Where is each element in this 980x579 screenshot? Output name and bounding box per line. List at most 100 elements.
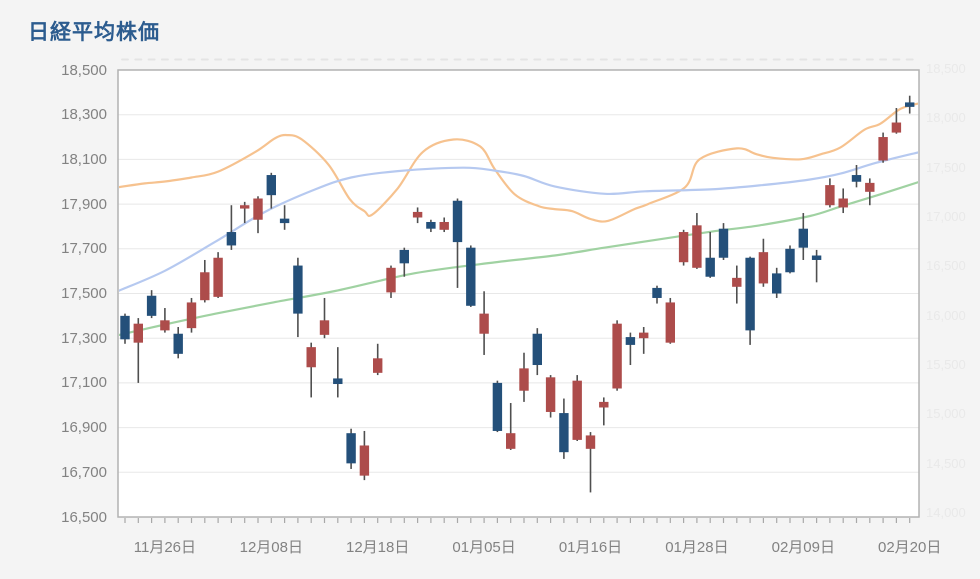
candle-down xyxy=(452,200,463,243)
plot-border xyxy=(117,69,920,518)
candle-down xyxy=(226,232,237,246)
moving-average-lines xyxy=(119,102,918,337)
y-axis-label: 17,700 xyxy=(61,240,107,258)
candle-down xyxy=(293,265,303,314)
y-axis-label: 16,500 xyxy=(61,508,107,526)
candle-down xyxy=(266,175,276,196)
candle-down xyxy=(120,315,130,340)
candle-up xyxy=(479,313,489,334)
y-axis-label: 17,100 xyxy=(61,374,107,392)
candle-up xyxy=(825,185,835,206)
x-axis-label: 12月18日 xyxy=(346,539,410,556)
candle-up xyxy=(253,198,263,220)
candle-up xyxy=(545,377,556,412)
ghost-axis-label: 15,500 xyxy=(926,357,966,372)
candle-up xyxy=(692,225,702,268)
candle-down xyxy=(798,228,808,248)
ma-short-line xyxy=(119,102,918,223)
candle-up xyxy=(891,122,902,133)
y-axis-label: 17,900 xyxy=(61,195,107,213)
candle-up xyxy=(878,137,888,161)
candle-down xyxy=(399,249,409,264)
candle-down xyxy=(559,413,569,453)
x-axis-label: 01月05日 xyxy=(452,539,516,556)
y-axis-label: 16,700 xyxy=(61,463,107,481)
candle-up xyxy=(838,198,848,208)
candle-down xyxy=(173,333,183,354)
candle-down xyxy=(625,337,636,345)
y-axis-label: 18,300 xyxy=(61,106,107,124)
x-axis-label: 11月26日 xyxy=(133,539,197,556)
candle-down xyxy=(652,287,662,298)
candle-down xyxy=(851,175,862,182)
candle-up xyxy=(133,323,143,343)
candle-down xyxy=(811,255,822,260)
candle-down xyxy=(718,228,729,258)
x-axis-label: 01月16日 xyxy=(558,539,623,556)
candle-up xyxy=(160,320,170,331)
x-axis-label: 01月28日 xyxy=(665,539,729,556)
candle-up xyxy=(200,272,210,301)
candle-down xyxy=(466,247,476,306)
y-axis-label: 18,100 xyxy=(61,150,107,168)
candle-down xyxy=(333,378,343,385)
ghost-axis-label: 16,500 xyxy=(926,258,966,274)
ghost-axis-label: 17,500 xyxy=(926,159,966,175)
ghost-axis-label: 17,000 xyxy=(926,209,966,224)
y-axis-label: 16,900 xyxy=(61,419,107,437)
candle-up xyxy=(373,358,383,373)
ghost-axis-label: 14,500 xyxy=(926,455,966,471)
candle-up xyxy=(572,380,582,440)
candles xyxy=(120,95,915,493)
ghost-top-ticks xyxy=(121,58,914,61)
candle-up xyxy=(678,232,689,263)
candle-up xyxy=(612,323,622,389)
candle-up xyxy=(213,257,223,297)
ghost-axis-label: 18,000 xyxy=(926,110,966,126)
candle-down xyxy=(146,295,157,316)
page-title: 日経平均株価 xyxy=(28,21,160,44)
candle-down xyxy=(426,221,436,229)
candle-down xyxy=(905,102,915,107)
candle-up xyxy=(359,445,370,476)
x-axis-label: 12月08日 xyxy=(239,539,303,556)
candle-down xyxy=(532,333,542,366)
y-axis-label: 17,500 xyxy=(61,285,107,302)
ghost-axis-label: 14,000 xyxy=(926,505,966,520)
ghost-axis-label: 15,000 xyxy=(926,406,966,422)
candle-down xyxy=(785,248,795,273)
ma-long-line xyxy=(119,181,918,337)
candle-up xyxy=(186,302,197,329)
candle-up xyxy=(439,221,449,230)
candle-down xyxy=(492,382,503,431)
candle-up xyxy=(240,205,250,209)
candle-up xyxy=(319,320,330,335)
candle-up xyxy=(506,433,516,449)
candle-up xyxy=(732,277,742,287)
candle-down xyxy=(346,433,356,464)
candle-up xyxy=(585,435,596,449)
candle-down xyxy=(772,273,782,294)
candle-up xyxy=(519,368,529,391)
candle-down xyxy=(279,218,290,224)
candle-down xyxy=(705,257,715,277)
candle-up xyxy=(758,252,769,284)
candle-up xyxy=(306,347,316,368)
candle-up xyxy=(665,302,675,343)
y-axis-label: 18,500 xyxy=(61,61,107,79)
candle-up xyxy=(865,182,875,192)
x-axis-label: 02月20日 xyxy=(878,539,942,556)
y-axis-label: 17,300 xyxy=(61,329,107,347)
ma-mid-line xyxy=(119,151,918,292)
candle-up xyxy=(386,267,396,293)
candle-down xyxy=(745,257,755,331)
candle-up xyxy=(412,211,423,218)
ghost-axis-label: 18,500 xyxy=(926,61,966,76)
candle-up xyxy=(599,401,609,408)
session-ticks xyxy=(124,518,911,523)
ghost-axis-label: 16,000 xyxy=(926,307,966,323)
candle-up xyxy=(639,332,649,339)
x-axis-label: 02月09日 xyxy=(771,539,835,556)
